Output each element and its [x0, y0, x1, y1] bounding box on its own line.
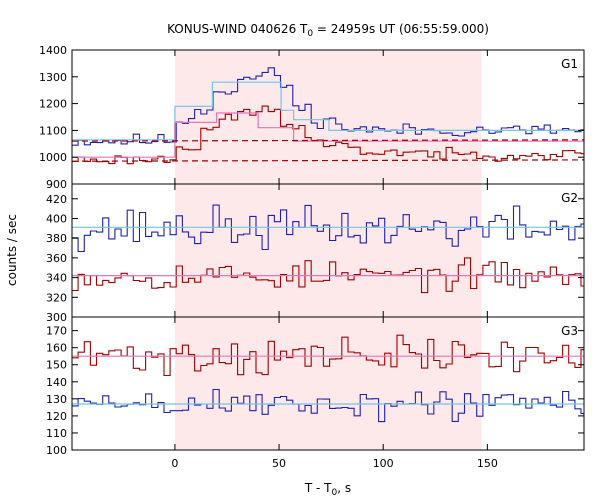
y-tick-label: 160 [46, 342, 67, 355]
y-tick-label: 1100 [39, 124, 67, 137]
series-g1-5 [72, 159, 584, 162]
y-tick-label: 120 [46, 410, 67, 423]
y-tick-label: 170 [46, 325, 67, 338]
panel-label-g1: G1 [561, 57, 578, 71]
series-g3-0 [72, 334, 584, 377]
panel-series-group [72, 334, 584, 423]
x-tick-label: 100 [373, 457, 394, 470]
series-g2-0 [72, 204, 584, 253]
panel-g3: 100 110 120 130 140 150 160 170 G3 [46, 316, 585, 457]
chart-title-rest: = 24959s UT (06:55:59.000) [313, 22, 489, 36]
chart-title-subscript: 0 [307, 29, 313, 39]
y-axis-label: counts / sec [5, 214, 19, 286]
panel-frame [71, 316, 585, 451]
y-tick-label: 380 [46, 232, 67, 245]
plot-area: 90010001100120013001400G1300320340360380… [39, 44, 585, 470]
panel-label-g3: G3 [561, 324, 578, 338]
panel-g1: 900 1000 1100 1200 1300 1400 G1 [39, 44, 585, 191]
x-axis-label: T - T0, s [304, 481, 351, 498]
y-tick-label: 900 [46, 178, 67, 191]
y-tick-label: 150 [46, 359, 67, 372]
panel-series-group [72, 204, 584, 294]
y-tick-label: 1200 [39, 98, 67, 111]
burst-interval-shading [174, 50, 482, 450]
series-g1-3 [72, 112, 584, 158]
y-tick-label: 130 [46, 393, 67, 406]
panel-g2: 300 320 340 360 380 400 420 G2 [46, 183, 585, 324]
y-tick-label: 100 [46, 444, 67, 457]
y-tick-label: 300 [46, 311, 67, 324]
y-tick-label: 340 [46, 272, 67, 285]
series-g1-2 [72, 81, 584, 141]
x-tick-label: 50 [272, 457, 286, 470]
y-tick-label: 400 [46, 212, 67, 225]
panel-series-group [72, 67, 584, 165]
y-tick-label: 360 [46, 252, 67, 265]
y-tick-label: 140 [46, 376, 67, 389]
y-tick-label: 110 [46, 427, 67, 440]
series-g1-4 [72, 139, 584, 142]
y-tick-label: 1000 [39, 151, 67, 164]
y-tick-label: 1300 [39, 71, 67, 84]
chart-title-main: KONUS-WIND 040626 T [167, 22, 308, 36]
y-tick-label: 1400 [39, 44, 67, 57]
x-axis-label-rest: , s [337, 481, 351, 495]
panel-label-g2: G2 [561, 191, 578, 205]
y-tick-label: 320 [46, 291, 67, 304]
y-tick-label: 420 [46, 193, 67, 206]
x-axis-label-main: T - T [304, 481, 332, 495]
x-tick-label: 150 [477, 457, 498, 470]
x-axis-label-subscript: 0 [332, 488, 338, 498]
series-g1-0 [72, 67, 584, 146]
chart-title: KONUS-WIND 040626 T0 = 24959s UT (06:55:… [167, 22, 489, 39]
x-tick-label: 0 [171, 457, 178, 470]
